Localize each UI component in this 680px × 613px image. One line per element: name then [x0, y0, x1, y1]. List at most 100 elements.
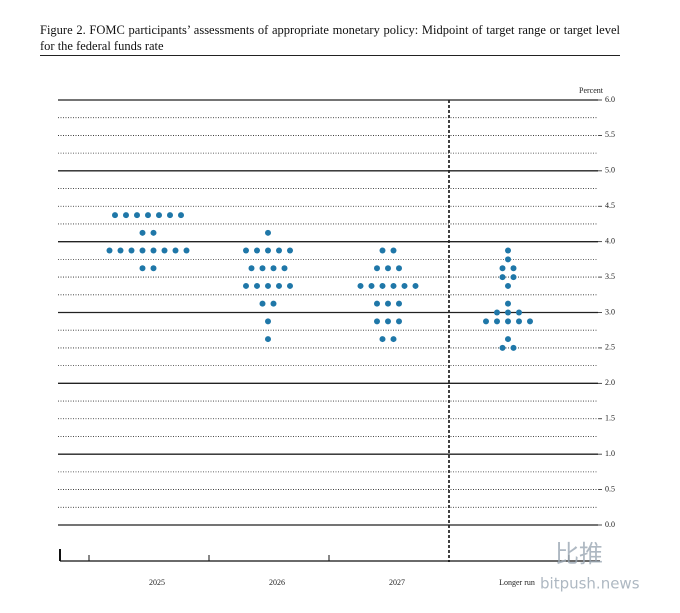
y-tick-label: 3.0: [605, 307, 615, 316]
dot: [412, 282, 419, 289]
dot: [270, 300, 277, 307]
dot: [510, 344, 517, 351]
dot: [128, 247, 135, 254]
y-tick-label: 4.0: [605, 236, 615, 245]
dot: [167, 212, 173, 219]
dot: [374, 265, 380, 272]
dot: [259, 265, 266, 272]
dot: [516, 309, 522, 316]
x-tick-label: 2027: [389, 578, 405, 587]
y-tick-label: 0.0: [605, 520, 615, 529]
dot: [117, 247, 124, 254]
dot: [385, 300, 391, 307]
dot: [172, 247, 179, 254]
dot: [254, 282, 260, 289]
watermark: bitpush.news: [540, 575, 640, 593]
dot: [527, 318, 533, 325]
dot: [276, 247, 282, 254]
dot: [499, 274, 506, 281]
dot: [379, 282, 386, 289]
dot: [357, 282, 364, 289]
dot: [161, 247, 168, 254]
dot: [396, 265, 402, 272]
dot: [374, 318, 380, 325]
y-tick-label: 5.0: [605, 166, 615, 175]
dot: [270, 265, 277, 272]
chart-title: Figure 2. FOMC participants’ assessments…: [40, 23, 620, 53]
y-tick-label: 3.5: [605, 272, 615, 281]
y-tick-label: 4.5: [605, 201, 615, 210]
dot: [265, 229, 271, 236]
dot: [150, 247, 157, 254]
dot: [499, 265, 506, 272]
dot: [510, 274, 517, 281]
dot: [139, 247, 146, 254]
dot: [368, 282, 375, 289]
dot: [134, 212, 140, 219]
dot: [385, 318, 391, 325]
y-tick-label: 6.0: [605, 95, 615, 104]
dot: [183, 247, 190, 254]
dot: [494, 309, 500, 316]
dot: [248, 265, 255, 272]
dot: [259, 300, 266, 307]
dot: [178, 212, 184, 219]
dot: [379, 336, 386, 343]
dot: [243, 247, 249, 254]
y-tick-label: 2.5: [605, 343, 615, 352]
dot: [150, 265, 157, 272]
x-tick-label: Longer run: [499, 578, 535, 587]
dot: [145, 212, 151, 219]
dot: [379, 247, 386, 254]
dot: [281, 265, 288, 272]
dot: [494, 318, 500, 325]
dot: [390, 282, 397, 289]
dot: [265, 247, 271, 254]
x-tick-label: 2026: [269, 578, 285, 587]
dot: [112, 212, 118, 219]
dot: [254, 247, 260, 254]
dot: [505, 282, 511, 289]
dot: [483, 318, 489, 325]
y-tick-label: 5.5: [605, 130, 615, 139]
dot: [287, 282, 293, 289]
dot: [243, 282, 249, 289]
y-tick-label: 0.5: [605, 484, 615, 493]
dot: [396, 318, 402, 325]
dot: [385, 265, 391, 272]
dot: [265, 282, 271, 289]
dot: [505, 318, 511, 325]
dot: [276, 282, 282, 289]
dot: [106, 247, 113, 254]
y-tick-label: 1.0: [605, 449, 615, 458]
dot: [139, 229, 146, 236]
dot: [374, 300, 380, 307]
dot: [265, 336, 271, 343]
dot: [287, 247, 293, 254]
dot: [510, 265, 517, 272]
dot: [156, 212, 162, 219]
y-tick-label: 1.5: [605, 414, 615, 423]
dot: [505, 336, 511, 343]
dot: [150, 229, 157, 236]
dot: [499, 344, 506, 351]
dot: [265, 318, 271, 325]
dot: [516, 318, 522, 325]
dot: [390, 336, 397, 343]
dot: [401, 282, 408, 289]
dot: [123, 212, 129, 219]
x-tick-label: 2025: [149, 578, 165, 587]
dot: [505, 309, 511, 316]
dot: [505, 300, 511, 307]
dot: [390, 247, 397, 254]
dot: [505, 247, 511, 254]
title-rule: [40, 55, 620, 56]
dot: [396, 300, 402, 307]
dot: [139, 265, 146, 272]
watermark: 比推: [555, 540, 603, 568]
dot: [505, 256, 511, 263]
y-axis-label: Percent: [579, 86, 604, 95]
y-tick-label: 2.0: [605, 378, 615, 387]
